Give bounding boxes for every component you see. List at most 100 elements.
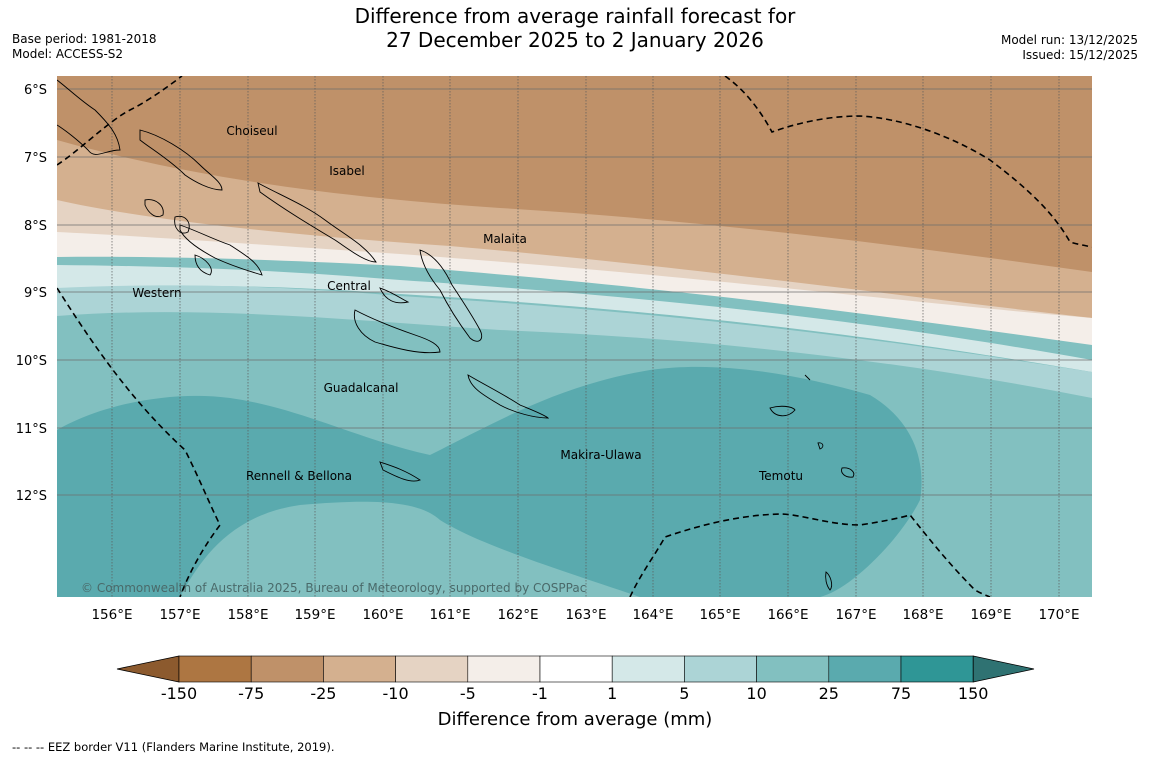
- colorbar-swatch: [756, 655, 830, 683]
- torres-islet: [825, 571, 833, 591]
- lat-label: 9°S: [24, 286, 47, 301]
- vanikoro-coast: [841, 467, 855, 478]
- lat-label: 12°S: [16, 489, 47, 504]
- lat-label: 8°S: [24, 219, 47, 234]
- lon-label: 161°E: [429, 607, 470, 623]
- title-line-1: Difference from average rainfall forecas…: [354, 4, 796, 28]
- colorbar-tick-label: -1: [532, 684, 548, 703]
- lon-label: 170°E: [1038, 607, 1079, 623]
- lon-label: 169°E: [970, 607, 1011, 623]
- colorbar-swatches: [116, 655, 1035, 683]
- lon-labels: 156°E 157°E 158°E 159°E 160°E 161°E 162°…: [91, 607, 1079, 623]
- lon-label: 167°E: [835, 607, 876, 623]
- band-wet-1: [57, 232, 1092, 345]
- colorbar-swatch: [539, 655, 613, 683]
- isabel-coast: [257, 182, 377, 263]
- band-dry-75: [57, 76, 1092, 272]
- label-temotu: Temotu: [758, 469, 803, 483]
- coastlines: [57, 79, 855, 591]
- choiseul-coast: [139, 129, 223, 191]
- colorbar-swatch: [323, 655, 396, 683]
- lon-label: 163°E: [565, 607, 606, 623]
- colorbar-tick-label: 1: [607, 684, 617, 703]
- label-rennell-bellona: Rennell & Bellona: [246, 469, 352, 483]
- label-malaita: Malaita: [483, 232, 527, 246]
- label-makira-ulawa: Makira-Ulawa: [560, 448, 641, 462]
- graticule: [57, 88, 1092, 496]
- colorbar-swatch: [828, 655, 902, 683]
- rendova-coast: [194, 254, 212, 276]
- lon-label: 165°E: [699, 607, 740, 623]
- kolombangara-coast: [174, 215, 190, 234]
- colorbar-swatch: [178, 655, 252, 683]
- model-run: Model run: 13/12/2025: [1000, 33, 1138, 47]
- colorbar-swatch: [684, 655, 757, 683]
- lat-labels: 6°S 7°S 8°S 9°S 10°S 11°S 12°S: [16, 83, 47, 504]
- eez-border: [57, 76, 1092, 597]
- band-wet-5: [57, 265, 1092, 372]
- bougainville-coast: [57, 79, 121, 155]
- lon-label: 157°E: [159, 607, 200, 623]
- model-name: Model: ACCESS-S2: [12, 47, 124, 61]
- colorbar-tick-label: -5: [460, 684, 476, 703]
- base-period: Base period: 1981-2018: [12, 32, 157, 46]
- band-wet-10: [57, 285, 1092, 398]
- lon-label: 159°E: [294, 607, 335, 623]
- title-line-2: 27 December 2025 to 2 January 2026: [386, 28, 764, 52]
- colorbar-swatch: [900, 655, 974, 683]
- utupua-coast: [817, 442, 824, 450]
- colorbar-tick-label: 5: [679, 684, 689, 703]
- lon-label: 158°E: [227, 607, 268, 623]
- makira-coast: [467, 374, 550, 419]
- colorbar-tick-label: 10: [746, 684, 766, 703]
- colorbar-title: Difference from average (mm): [437, 709, 713, 730]
- reef-islet: [804, 374, 811, 381]
- colorbar-swatch: [467, 655, 541, 683]
- florida-coast: [379, 287, 410, 304]
- colorbar-ticks: -150 -75 -25 -10 -5 -1 1 5 10 25 75 150: [161, 684, 989, 703]
- label-western: Western: [132, 286, 181, 300]
- colorbar-tick-label: 25: [819, 684, 839, 703]
- lon-label: 162°E: [497, 607, 538, 623]
- label-isabel: Isabel: [329, 164, 364, 178]
- eez-footnote: -- -- -- EEZ border V11 (Flanders Marine…: [12, 740, 335, 754]
- band-wet-25-inner: [180, 501, 640, 597]
- meta-left: Base period: 1981-2018 Model: ACCESS-S2: [12, 32, 157, 62]
- issued-date: Issued: 15/12/2025: [1022, 48, 1138, 62]
- colorbar-swatch: [611, 655, 685, 683]
- province-labels: Choiseul Isabel Malaita Central Western …: [132, 124, 803, 483]
- malaita-coast: [419, 249, 483, 342]
- map-title: Difference from average rainfall forecas…: [0, 4, 1150, 52]
- label-central: Central: [327, 279, 371, 293]
- lon-label: 166°E: [767, 607, 808, 623]
- vella-coast: [144, 199, 164, 217]
- new-georgia-coast: [179, 224, 263, 276]
- colorbar-tick-label: -25: [310, 684, 336, 703]
- colorbar-tick-label: 150: [958, 684, 989, 703]
- colorbar-arrow-high: [972, 655, 1035, 683]
- santa-cruz-coast: [769, 405, 796, 417]
- lon-label: 164°E: [632, 607, 673, 623]
- guadalcanal-coast: [353, 309, 441, 354]
- label-choiseul: Choiseul: [226, 124, 277, 138]
- meta-right: Model run: 13/12/2025 Issued: 15/12/2025: [1001, 33, 1138, 63]
- colorbar-swatch: [395, 655, 469, 683]
- lon-label: 168°E: [902, 607, 943, 623]
- colorbar-arrow-low: [116, 655, 180, 683]
- colorbar-tick-label: 75: [891, 684, 911, 703]
- lat-label: 11°S: [16, 422, 47, 437]
- lon-label: 156°E: [91, 607, 132, 623]
- colorbar-tick-label: -150: [161, 684, 197, 703]
- copyright-notice: © Commonwealth of Australia 2025, Bureau…: [81, 581, 586, 595]
- lon-label: 160°E: [362, 607, 403, 623]
- lat-label: 7°S: [24, 151, 47, 166]
- colorbar-swatch: [250, 655, 324, 683]
- lat-label: 10°S: [16, 354, 47, 369]
- rainfall-bands: [57, 76, 1092, 597]
- lat-label: 6°S: [24, 83, 47, 98]
- rennell-coast: [379, 461, 421, 482]
- colorbar-tick-label: -75: [238, 684, 264, 703]
- label-guadalcanal: Guadalcanal: [324, 381, 399, 395]
